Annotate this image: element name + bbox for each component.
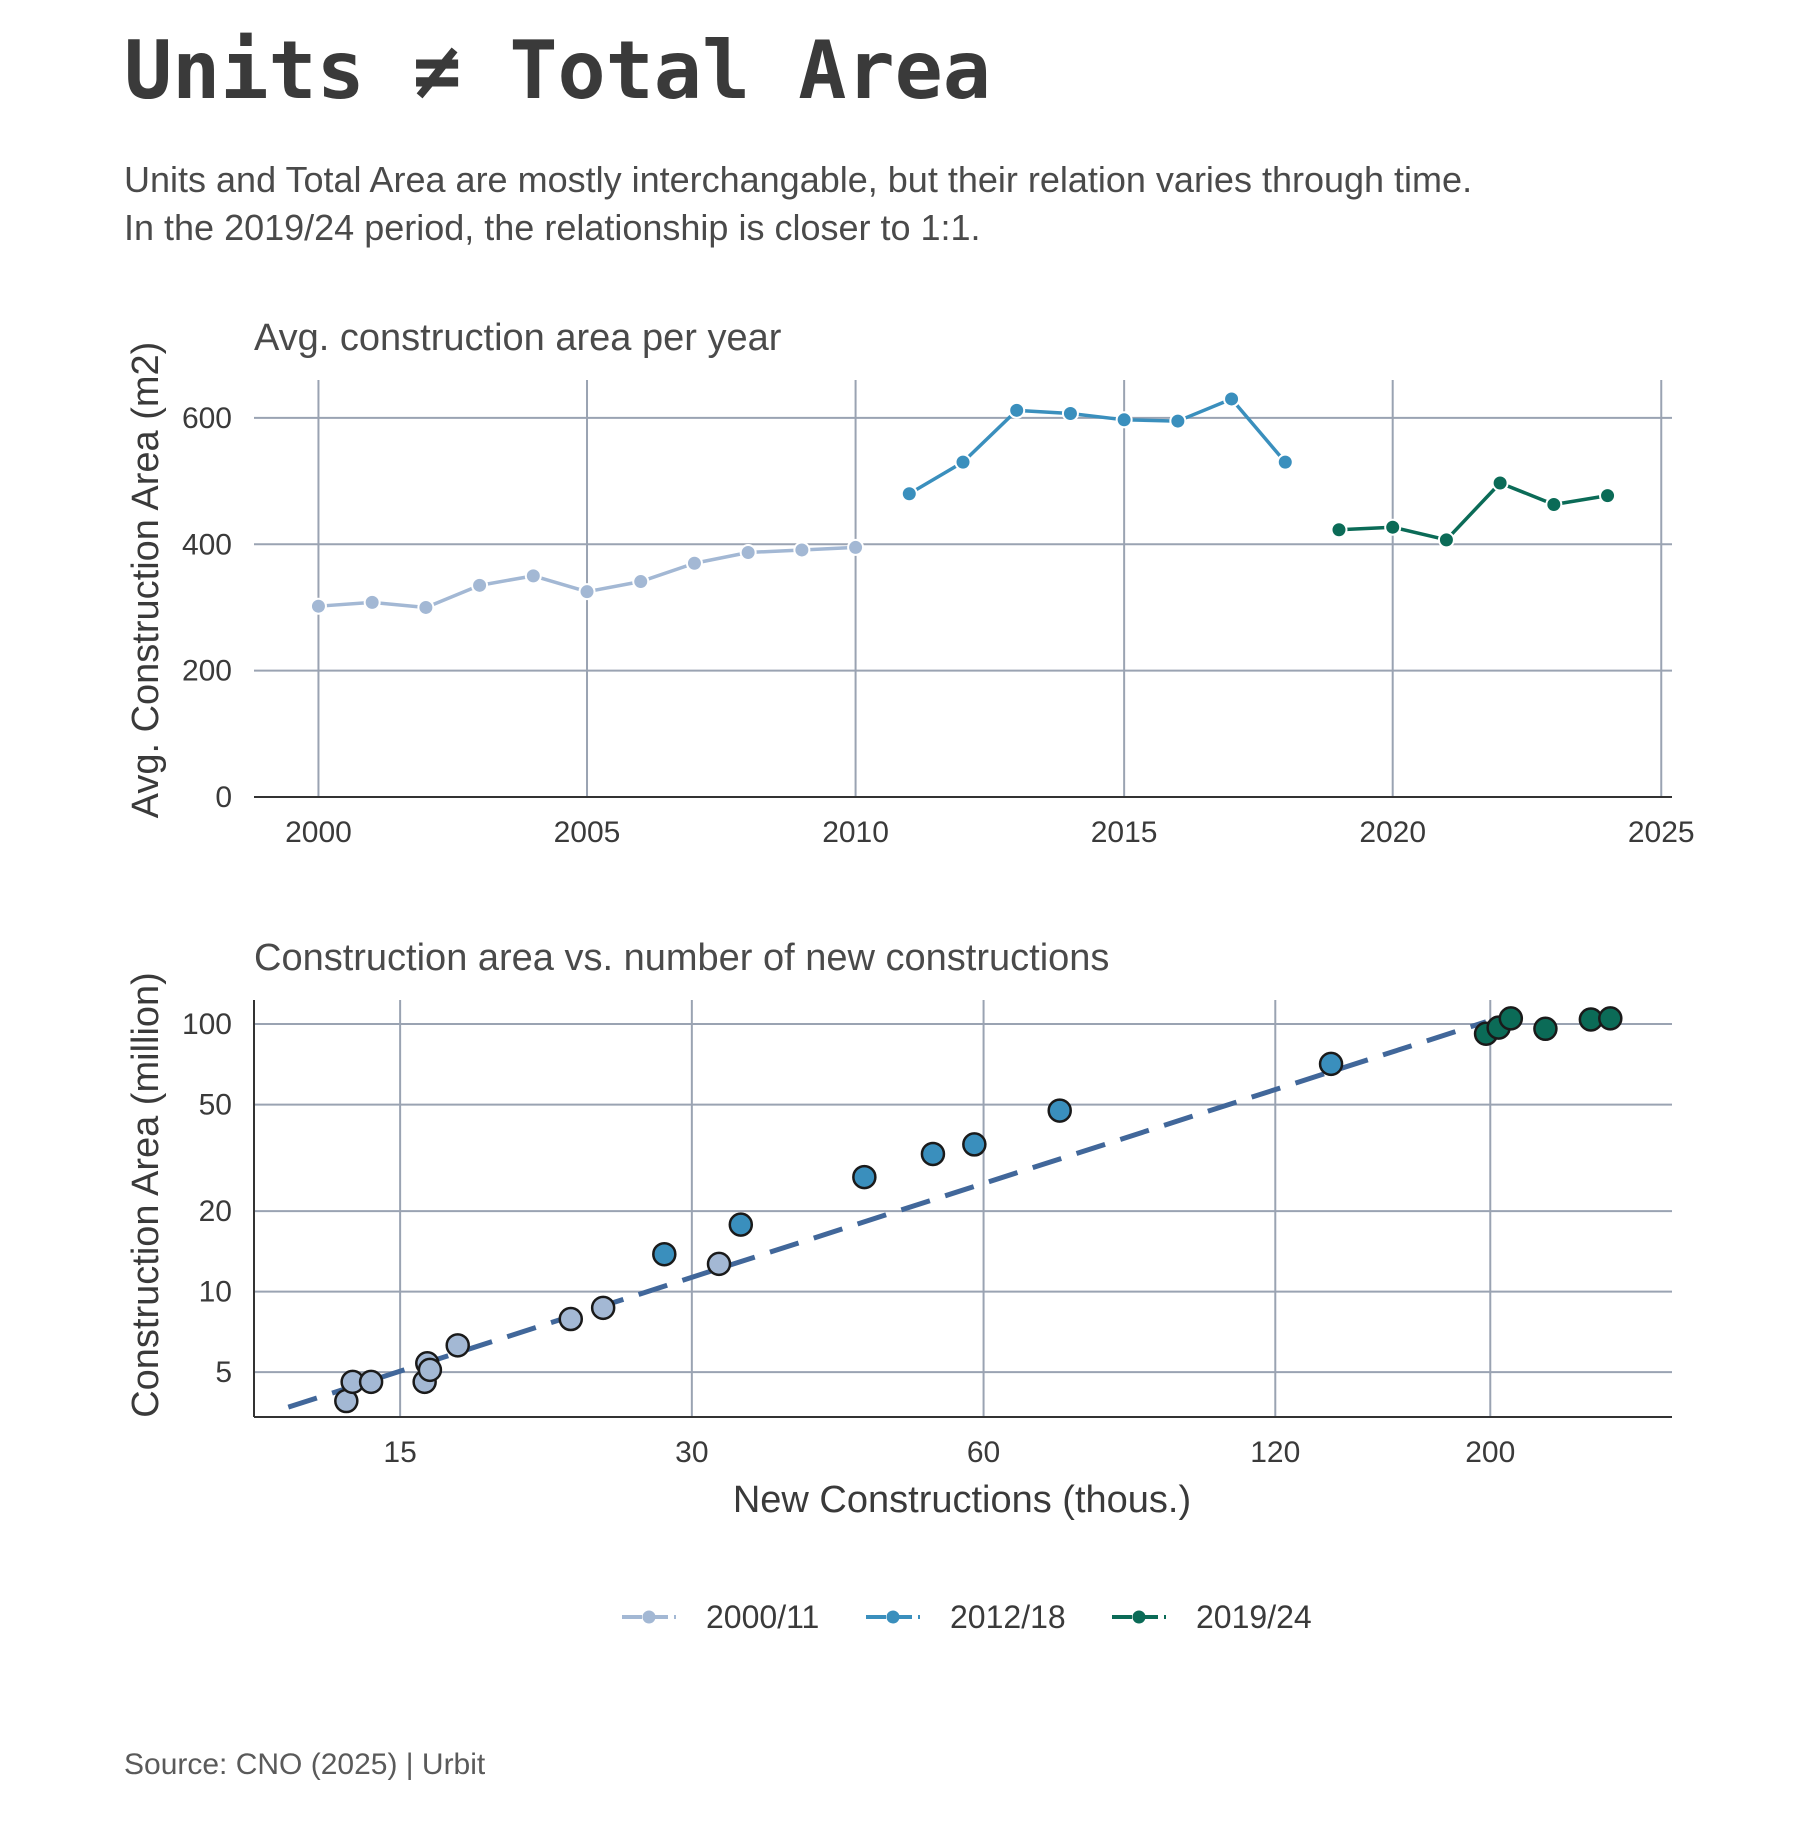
line-point: [309, 597, 327, 615]
legend-label: 2019/24: [1196, 1599, 1312, 1635]
scatter-trend-line: [287, 1019, 1487, 1410]
line-point: [524, 567, 542, 585]
scatter-point: [706, 1251, 732, 1277]
line-chart-y-tick-label: 600: [182, 402, 232, 435]
scatter-y-tick-label: 100: [182, 1008, 232, 1041]
scatter-point: [1047, 1098, 1072, 1123]
legend-item: 2019/24: [1112, 1599, 1312, 1635]
legend-swatch-point: [886, 1610, 900, 1624]
scatter-point: [652, 1241, 677, 1267]
scatter-point: [590, 1295, 616, 1321]
line-point: [1599, 487, 1617, 505]
line-chart-x-tick-label: 2015: [1091, 816, 1158, 849]
line-point: [954, 453, 972, 471]
scatter-point: [1598, 1006, 1623, 1031]
legend-swatch-point: [642, 1610, 656, 1624]
line-point: [1545, 495, 1563, 513]
scatter-chart-x-label: New Constructions (thous.): [733, 1479, 1191, 1521]
line-chart-y-tick-label: 200: [182, 655, 232, 688]
line-point: [1061, 404, 1079, 422]
line-point: [1169, 412, 1187, 430]
line-point: [578, 583, 596, 601]
scatter-chart-panel: Construction area vs. number of new cons…: [125, 937, 1672, 1521]
legend-label: 2012/18: [950, 1599, 1066, 1635]
line-point: [1223, 390, 1241, 408]
line-point: [1115, 411, 1133, 429]
line-point: [471, 576, 489, 594]
legend-label: 2000/11: [706, 1599, 819, 1635]
legend: 2000/11 2012/18 2019/24: [622, 1599, 1312, 1635]
scatter-x-tick-label: 60: [967, 1436, 1000, 1469]
scatter-point: [445, 1333, 470, 1358]
subtitle-line-2: In the 2019/24 period, the relationship …: [124, 207, 981, 248]
line-point: [632, 573, 650, 591]
line-point: [1276, 453, 1294, 471]
scatter-y-tick-label: 5: [215, 1356, 232, 1389]
scatter-point: [1498, 1006, 1524, 1031]
scatter-x-tick-label: 15: [383, 1436, 416, 1469]
line-chart-x-tick-label: 2010: [822, 816, 889, 849]
line-point: [685, 554, 703, 572]
scatter-x-tick-label: 200: [1465, 1436, 1515, 1469]
line-point: [1437, 531, 1455, 549]
line-point: [900, 485, 918, 503]
scatter-point: [417, 1357, 443, 1383]
line-point: [363, 593, 381, 611]
scatter-y-tick-label: 10: [199, 1276, 232, 1309]
line-point: [739, 543, 757, 561]
scatter-point: [358, 1369, 384, 1395]
scatter-x-tick-label: 120: [1250, 1436, 1300, 1469]
line-chart-x-tick-label: 2025: [1628, 816, 1695, 849]
line-point: [847, 538, 865, 556]
scatter-point: [558, 1306, 584, 1332]
scatter-y-tick-label: 50: [199, 1089, 232, 1122]
source-caption: Source: CNO (2025) | Urbit: [124, 1748, 486, 1781]
line-chart-x-tick-label: 2020: [1359, 816, 1426, 849]
line-point: [1491, 474, 1509, 492]
line-point: [1330, 521, 1348, 539]
scatter-chart-y-label: Construction Area (million): [125, 972, 167, 1418]
line-chart-y-label: Avg. Construction Area (m2): [125, 342, 167, 819]
line-point: [1008, 401, 1026, 419]
line-chart-y-tick-label: 400: [182, 528, 232, 561]
scatter-point: [852, 1164, 877, 1190]
subtitle-line-1: Units and Total Area are mostly intercha…: [124, 159, 1472, 200]
line-chart-title: Avg. construction area per year: [254, 317, 782, 359]
line-point: [1384, 518, 1402, 536]
figure-title: Units ≠ Total Area: [124, 24, 991, 117]
legend-swatch-point: [1132, 1610, 1146, 1624]
line-series-2019/24: [1338, 481, 1608, 542]
scatter-point: [1533, 1016, 1558, 1042]
line-point: [417, 598, 435, 616]
scatter-point: [920, 1141, 946, 1167]
legend-item: 2000/11: [622, 1599, 819, 1635]
line-chart-panel: Avg. construction area per year Avg. Con…: [125, 317, 1695, 849]
line-chart-y-tick-label: 0: [215, 781, 232, 814]
scatter-point: [1318, 1051, 1344, 1077]
line-chart-x-tick-label: 2005: [554, 816, 621, 849]
scatter-point: [728, 1212, 754, 1237]
scatter-x-tick-label: 30: [675, 1436, 708, 1469]
line-chart-x-tick-label: 2000: [285, 816, 352, 849]
line-series-2012/18: [908, 397, 1287, 496]
scatter-chart-title: Construction area vs. number of new cons…: [254, 937, 1109, 979]
scatter-y-tick-label: 20: [199, 1195, 232, 1228]
scatter-point: [962, 1132, 987, 1157]
legend-item: 2012/18: [866, 1599, 1066, 1635]
line-point: [793, 541, 811, 559]
